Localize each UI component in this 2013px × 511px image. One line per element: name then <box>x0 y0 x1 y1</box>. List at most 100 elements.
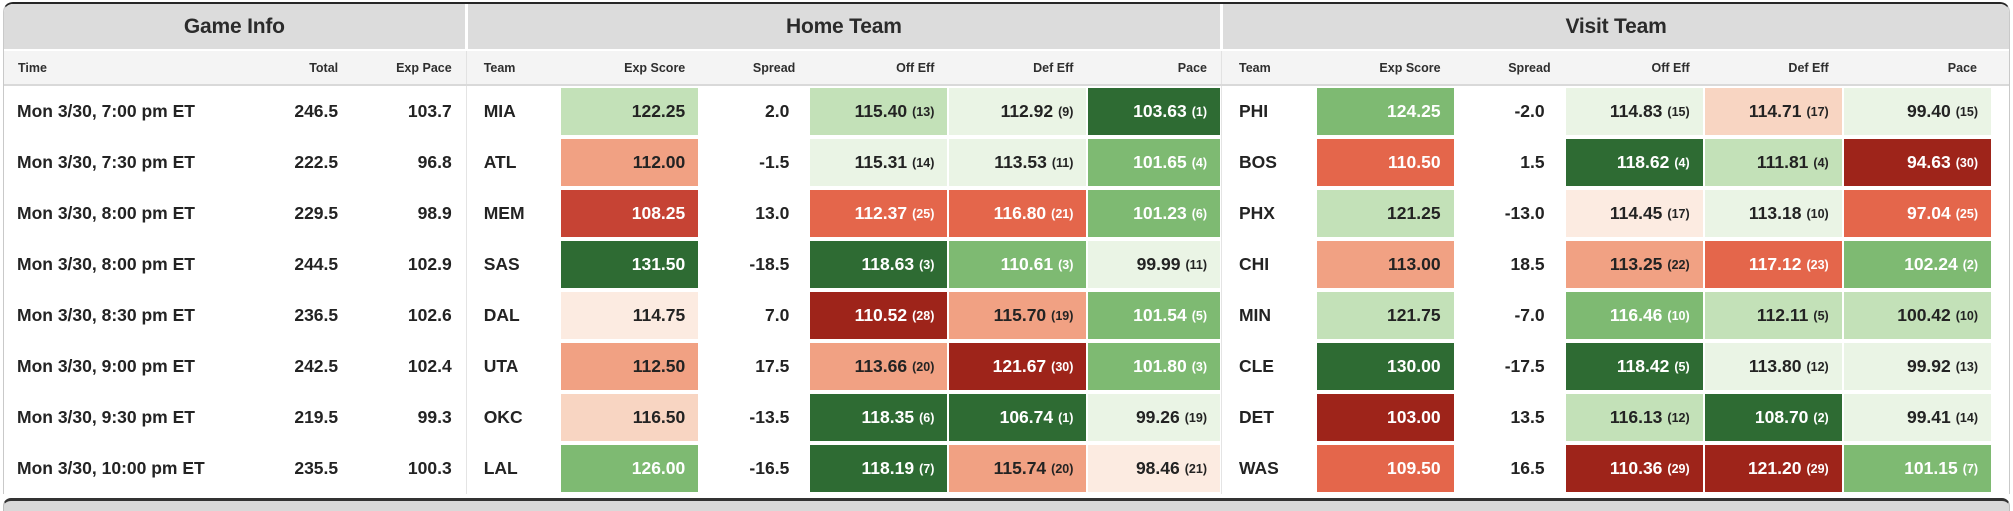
cell-visit-def-eff: 121.20 (29) <box>1704 443 1843 494</box>
cell-visit-team: CHI <box>1220 239 1316 290</box>
cell-home-off-eff: 110.52 (28) <box>809 290 948 341</box>
cell-visit-def-eff: 111.81 (4) <box>1704 137 1843 188</box>
cell-visit-exp-score: 130.00 <box>1316 341 1455 392</box>
cell-home-exp-score: 122.25 <box>560 85 699 137</box>
cell-visit-pace: 99.40 (15) <box>1843 85 2009 137</box>
cell-home-team: MEM <box>465 188 561 239</box>
table-row: Mon 3/30, 10:00 pm ET 235.5 100.3 LAL 126.00… <box>4 443 2009 494</box>
cell-home-pace: 103.63 (1) <box>1087 85 1221 137</box>
cell-home-spread: -13.5 <box>749 407 790 427</box>
cell-home-def-eff: 121.67 (30) <box>948 341 1087 392</box>
cell-visit-team: PHX <box>1220 188 1316 239</box>
cell-home-team: LAL <box>465 443 561 494</box>
col-header-home-off-eff: Off Eff <box>809 50 949 86</box>
cell-visit-def-eff: 114.71 (17) <box>1704 85 1843 137</box>
cell-visit-off-eff: 110.36 (29) <box>1565 443 1704 494</box>
cell-visit-off-eff: 116.13 (12) <box>1565 392 1704 443</box>
group-header-visit-team: Visit Team <box>1219 4 2009 51</box>
cell-visit-spread: -13.0 <box>1504 203 1545 223</box>
table-row: Mon 3/30, 8:00 pm ET 229.5 98.9 MEM 108.25 13… <box>4 188 2009 239</box>
table-row: Mon 3/30, 8:30 pm ET 236.5 102.6 DAL 114.75 7… <box>4 290 2009 341</box>
col-header-visit-team: Team <box>1220 50 1316 86</box>
cell-home-def-eff: 115.74 (20) <box>948 443 1087 494</box>
cell-time: Mon 3/30, 9:00 pm ET <box>17 356 195 376</box>
col-header-exp-pace: Exp Pace <box>352 50 467 86</box>
cell-visit-def-eff: 113.18 (10) <box>1704 188 1843 239</box>
cell-visit-team: WAS <box>1220 443 1316 494</box>
col-header-visit-off-eff: Off Eff <box>1564 50 1704 86</box>
group-header-row: Game Info Home Team Visit Team <box>4 4 2009 51</box>
cell-home-def-eff: 112.92 (9) <box>948 85 1087 137</box>
cell-visit-exp-score: 121.25 <box>1316 188 1455 239</box>
cell-home-exp-score: 126.00 <box>560 443 699 494</box>
cell-time: Mon 3/30, 7:00 pm ET <box>17 101 195 121</box>
cell-visit-team: BOS <box>1220 137 1316 188</box>
cell-visit-exp-score: 121.75 <box>1316 290 1455 341</box>
cell-visit-off-eff: 118.62 (4) <box>1565 137 1704 188</box>
cell-home-def-eff: 113.53 (11) <box>948 137 1087 188</box>
cell-visit-spread: 1.5 <box>1520 152 1545 172</box>
cell-visit-off-eff: 116.46 (10) <box>1565 290 1704 341</box>
cell-visit-off-eff: 114.83 (15) <box>1565 85 1704 137</box>
table-row: Mon 3/30, 7:00 pm ET 246.5 103.7 MIA 122.25 2… <box>4 85 2009 137</box>
cell-home-off-eff: 113.66 (20) <box>809 341 948 392</box>
group-header-game-info: Game Info <box>4 4 467 51</box>
cell-home-exp-score: 114.75 <box>560 290 699 341</box>
cell-visit-pace: 99.92 (13) <box>1843 341 2009 392</box>
cell-home-pace: 99.26 (19) <box>1087 392 1221 443</box>
cell-home-spread: -1.5 <box>759 152 790 172</box>
cell-visit-spread: -17.5 <box>1504 356 1545 376</box>
cell-visit-exp-score: 110.50 <box>1316 137 1455 188</box>
cell-visit-pace: 101.15 (7) <box>1843 443 2009 494</box>
col-header-visit-spread: Spread <box>1454 50 1565 86</box>
cell-home-exp-score: 131.50 <box>560 239 699 290</box>
cell-visit-spread: 16.5 <box>1510 458 1545 478</box>
cell-visit-exp-score: 113.00 <box>1316 239 1455 290</box>
cell-home-team: DAL <box>465 290 561 341</box>
cell-home-off-eff: 118.63 (3) <box>809 239 948 290</box>
cell-visit-exp-score: 103.00 <box>1316 392 1455 443</box>
cell-home-exp-score: 112.50 <box>560 341 699 392</box>
cell-visit-team: MIN <box>1220 290 1316 341</box>
cell-home-def-eff: 110.61 (3) <box>948 239 1087 290</box>
col-header-home-exp-score: Exp Score <box>560 50 700 86</box>
cell-exp-pace: 102.6 <box>407 305 452 325</box>
cell-home-off-eff: 118.35 (6) <box>809 392 948 443</box>
cell-home-spread: -18.5 <box>749 254 790 274</box>
cell-home-spread: -16.5 <box>749 458 790 478</box>
group-header-home-team: Home Team <box>464 4 1222 51</box>
cell-home-def-eff: 115.70 (19) <box>948 290 1087 341</box>
cell-time: Mon 3/30, 8:30 pm ET <box>17 305 195 325</box>
cell-visit-team: DET <box>1220 392 1316 443</box>
cell-time: Mon 3/30, 7:30 pm ET <box>17 152 195 172</box>
cell-home-team: MIA <box>465 85 561 137</box>
cell-home-team: ATL <box>465 137 561 188</box>
cell-visit-off-eff: 118.42 (5) <box>1565 341 1704 392</box>
cell-total: 236.5 <box>294 305 339 325</box>
cell-visit-exp-score: 109.50 <box>1316 443 1455 494</box>
cell-visit-pace: 94.63 (30) <box>1843 137 2009 188</box>
col-header-visit-def-eff: Def Eff <box>1703 50 1843 86</box>
cell-visit-def-eff: 113.80 (12) <box>1704 341 1843 392</box>
cell-visit-exp-score: 124.25 <box>1316 85 1455 137</box>
col-header-time: Time <box>4 50 254 86</box>
cell-exp-pace: 100.3 <box>407 458 452 478</box>
cell-home-team: OKC <box>465 392 561 443</box>
cell-home-pace: 101.80 (3) <box>1087 341 1221 392</box>
col-header-home-team: Team <box>465 50 561 86</box>
odds-table: Game Info Home Team Visit Team Time Tota… <box>4 4 2009 494</box>
cell-time: Mon 3/30, 10:00 pm ET <box>17 458 205 478</box>
cell-visit-def-eff: 112.11 (5) <box>1704 290 1843 341</box>
cell-exp-pace: 98.9 <box>417 203 452 223</box>
table-row: Mon 3/30, 8:00 pm ET 244.5 102.9 SAS 131.50 -… <box>4 239 2009 290</box>
column-header-row: Time Total Exp Pace Team Exp Score Sprea… <box>4 50 2009 86</box>
cell-home-def-eff: 116.80 (21) <box>948 188 1087 239</box>
cell-home-spread: 13.0 <box>755 203 790 223</box>
cell-home-pace: 101.54 (5) <box>1087 290 1221 341</box>
cell-home-def-eff: 106.74 (1) <box>948 392 1087 443</box>
cell-total: 229.5 <box>294 203 339 223</box>
cell-home-team: UTA <box>465 341 561 392</box>
cell-time: Mon 3/30, 8:00 pm ET <box>17 254 195 274</box>
cell-total: 242.5 <box>294 356 339 376</box>
cell-home-off-eff: 115.40 (13) <box>809 85 948 137</box>
